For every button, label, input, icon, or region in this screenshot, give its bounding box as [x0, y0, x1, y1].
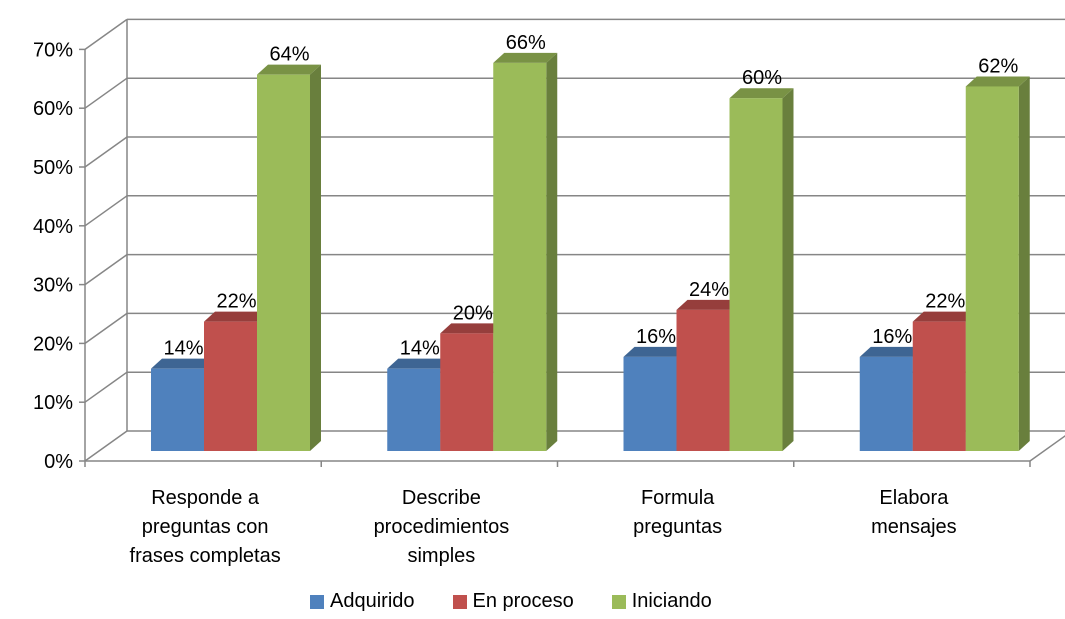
- chart: 0% 10% 20% 30% 40% 50% 60% 70% 14% 22% 64% Responde…: [33, 18, 1065, 567]
- data-label-en-proceso-2: 24%: [689, 279, 729, 301]
- data-label-iniciando-2: 60%: [742, 67, 782, 89]
- gridline-left-0: [84, 430, 128, 462]
- legend-swatch: [611, 594, 626, 609]
- bar-en-proceso-0: [204, 321, 257, 451]
- gridline-left-7: [84, 18, 128, 51]
- y-tick-label-0: 0%: [44, 451, 73, 473]
- category-label-1-line-2: simples: [407, 545, 475, 567]
- bar-top-en-proceso-2: [676, 299, 741, 310]
- bar-iniciando-3: [965, 86, 1019, 451]
- category-label-1-line-1: procedimientos: [374, 516, 510, 538]
- category-label-2-line-1: preguntas: [633, 516, 722, 538]
- legend-item-iniciando: Iniciando: [611, 590, 712, 613]
- bar-top-adquirido-1: [387, 358, 452, 369]
- bar-top-en-proceso-3: [912, 311, 977, 322]
- bar-iniciando-0: [257, 74, 310, 452]
- data-label-en-proceso-0: 22%: [216, 291, 256, 313]
- legend: Adquirido En proceso Iniciando: [0, 590, 1065, 616]
- category-label-0-line-2: frases completas: [130, 545, 281, 567]
- data-label-adquirido-0: 14%: [163, 338, 203, 360]
- bar-top-iniciando-2: [729, 88, 794, 99]
- legend-label: En proceso: [472, 590, 574, 612]
- gridline-left-6: [84, 77, 128, 109]
- bar-iniciando-1: [493, 62, 547, 452]
- y-tick-label-4: 40%: [33, 216, 73, 238]
- legend-item-adquirido: Adquirido: [310, 590, 415, 613]
- category-label-2-line-0: Formula: [641, 487, 715, 509]
- bar-side-iniciando-1: [546, 52, 558, 452]
- category-label-3-line-1: mensajes: [871, 516, 957, 538]
- y-tick-label-2: 20%: [33, 333, 73, 355]
- floor-right-edge: [1029, 435, 1065, 462]
- y-tick-label-3: 30%: [33, 275, 73, 297]
- bar-iniciando-2: [729, 98, 783, 451]
- bar-top-iniciando-0: [257, 64, 321, 75]
- bar-adquirido-3: [859, 356, 913, 451]
- data-label-adquirido-1: 14%: [400, 338, 440, 360]
- data-label-iniciando-1: 66%: [506, 32, 546, 54]
- legend-label: Adquirido: [330, 590, 415, 612]
- bar-en-proceso-3: [912, 321, 966, 451]
- bar-adquirido-2: [623, 356, 677, 451]
- gridline-left-2: [84, 312, 128, 345]
- legend-label: Iniciando: [631, 590, 712, 612]
- bar-en-proceso-2: [676, 309, 730, 451]
- category-label-0-line-0: Responde a: [151, 487, 260, 509]
- y-tick-label-5: 50%: [33, 157, 73, 179]
- bar-top-en-proceso-1: [440, 323, 505, 334]
- y-tick-label-6: 60%: [33, 98, 73, 120]
- bar-en-proceso-1: [440, 333, 494, 451]
- data-label-adquirido-2: 16%: [636, 326, 676, 348]
- category-label-3-line-0: Elabora: [879, 487, 949, 509]
- data-label-iniciando-0: 64%: [269, 44, 309, 66]
- data-label-en-proceso-3: 22%: [925, 291, 965, 313]
- bar-top-iniciando-3: [965, 76, 1030, 87]
- bar-top-iniciando-1: [493, 52, 558, 63]
- legend-swatch: [310, 594, 324, 609]
- bar-top-adquirido-3: [859, 346, 924, 357]
- bar-side-iniciando-0: [310, 64, 321, 452]
- bar-top-adquirido-0: [151, 358, 215, 369]
- gridline-left-4: [84, 195, 128, 227]
- data-label-en-proceso-1: 20%: [453, 302, 493, 324]
- legend-item-en-proceso: En proceso: [452, 590, 574, 613]
- bar-top-adquirido-2: [623, 346, 688, 357]
- bar-side-iniciando-2: [782, 88, 794, 451]
- bar-top-en-proceso-0: [204, 311, 268, 322]
- bar-side-iniciando-3: [1018, 76, 1030, 451]
- y-tick-label-7: 70%: [33, 39, 73, 61]
- gridline-left-3: [84, 253, 128, 286]
- data-label-iniciando-3: 62%: [978, 55, 1018, 77]
- gridline-left-5: [84, 136, 128, 168]
- bar-adquirido-0: [151, 368, 204, 451]
- category-label-0-line-1: preguntas con: [142, 516, 269, 538]
- category-label-1-line-0: Describe: [402, 487, 481, 509]
- data-label-adquirido-3: 16%: [872, 326, 912, 348]
- y-tick-label-1: 10%: [33, 392, 73, 414]
- bar-adquirido-1: [387, 368, 441, 451]
- legend-swatch: [452, 594, 467, 609]
- gridline-left-1: [84, 371, 128, 403]
